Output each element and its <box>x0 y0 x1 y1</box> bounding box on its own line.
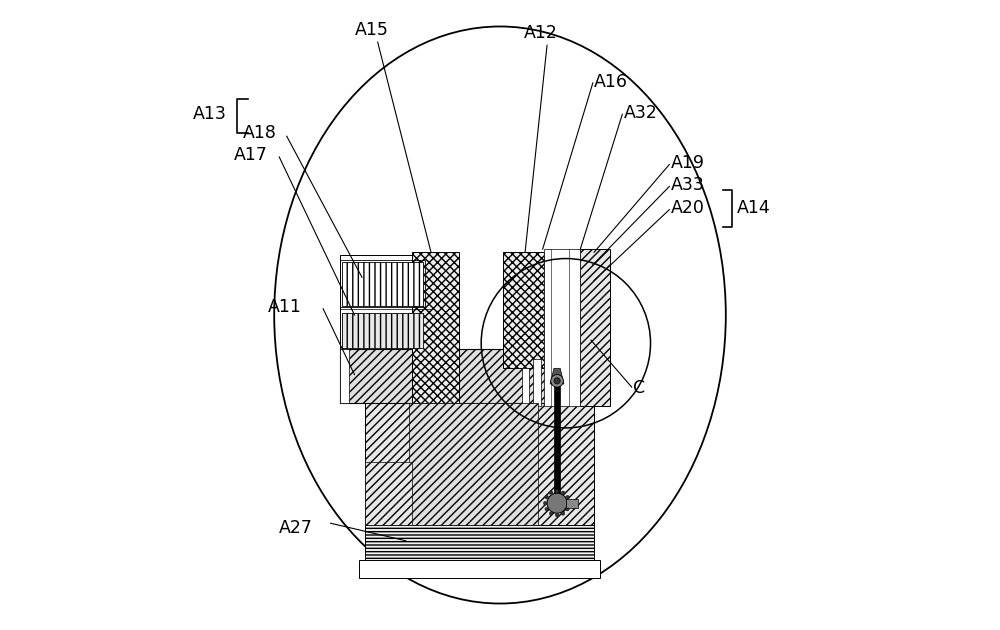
Bar <box>580 249 610 406</box>
Circle shape <box>555 490 559 493</box>
Bar <box>412 252 459 403</box>
Text: A12: A12 <box>524 24 558 42</box>
Text: A11: A11 <box>268 298 302 316</box>
Bar <box>409 403 538 525</box>
Circle shape <box>549 512 553 515</box>
Circle shape <box>545 507 549 511</box>
Text: A13: A13 <box>193 105 227 123</box>
Bar <box>533 359 541 406</box>
Text: A15: A15 <box>354 21 388 39</box>
Text: A19: A19 <box>671 154 705 172</box>
Ellipse shape <box>274 26 726 604</box>
Text: A18: A18 <box>243 124 277 142</box>
Text: C: C <box>633 379 645 398</box>
Bar <box>340 350 597 403</box>
Circle shape <box>554 378 560 384</box>
Circle shape <box>551 375 563 387</box>
Bar <box>503 252 544 369</box>
Text: A17: A17 <box>233 146 267 164</box>
Bar <box>359 559 600 578</box>
Bar <box>522 369 529 406</box>
Bar <box>554 384 560 507</box>
Bar <box>544 249 580 406</box>
Text: A14: A14 <box>737 199 771 217</box>
Circle shape <box>561 512 565 515</box>
Circle shape <box>567 501 571 505</box>
Bar <box>365 403 594 525</box>
Circle shape <box>561 491 565 495</box>
Circle shape <box>566 507 569 511</box>
Bar <box>342 313 423 348</box>
Bar <box>342 261 423 306</box>
Bar <box>340 260 425 307</box>
Bar <box>566 499 578 508</box>
Circle shape <box>547 493 567 513</box>
Circle shape <box>545 495 549 499</box>
Text: A20: A20 <box>671 199 704 217</box>
Bar <box>340 255 431 350</box>
Circle shape <box>566 495 569 499</box>
Polygon shape <box>550 369 564 384</box>
Bar <box>365 525 594 559</box>
Text: A32: A32 <box>624 104 657 122</box>
Circle shape <box>543 501 547 505</box>
Circle shape <box>549 491 553 495</box>
Text: A33: A33 <box>671 176 704 194</box>
Bar <box>340 350 349 403</box>
Circle shape <box>555 513 559 517</box>
Bar <box>365 462 412 525</box>
Text: A16: A16 <box>594 72 628 91</box>
Bar <box>342 313 423 348</box>
Text: A27: A27 <box>279 519 313 537</box>
